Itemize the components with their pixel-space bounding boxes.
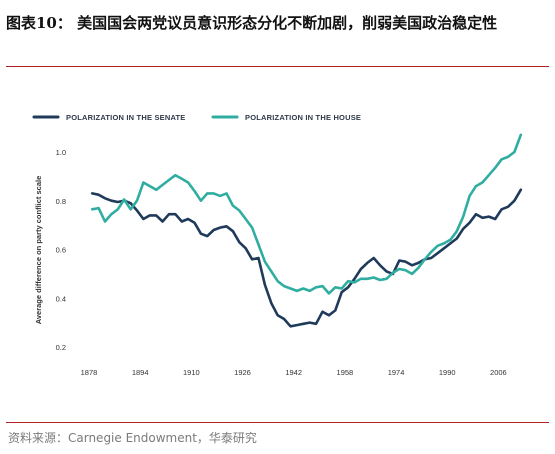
series-lines [90, 133, 523, 328]
source-note: 资料来源：Carnegie Endowment，华泰研究 [8, 431, 257, 445]
y-axis-ticks: 0.2 0.4 0.6 0.8 1.0 [56, 148, 66, 352]
x-tick-label: 1990 [439, 368, 456, 377]
x-tick-label: 1878 [81, 368, 98, 377]
y-axis-label-group: Average difference on party conflict sca… [34, 176, 43, 325]
y-tick-label: 0.4 [56, 294, 66, 303]
senate-series-line [90, 188, 523, 328]
y-axis-label: Average difference on party conflict sca… [34, 176, 43, 325]
x-axis-ticks: 1878 1894 1910 1926 1942 1958 1974 1990 2006 [81, 368, 507, 377]
legend-label: POLARIZATION IN THE HOUSE [245, 113, 361, 122]
x-tick-label: 1910 [183, 368, 200, 377]
legend-label: POLARIZATION IN THE SENATE [66, 113, 186, 122]
house-series-line [90, 133, 523, 295]
x-tick-label: 1942 [285, 368, 302, 377]
y-tick-label: 0.2 [56, 343, 66, 352]
top-divider [6, 66, 549, 67]
x-tick-label: 1926 [234, 368, 251, 377]
y-tick-label: 1.0 [56, 148, 66, 157]
bottom-divider [6, 422, 549, 423]
x-tick-label: 1894 [132, 368, 149, 377]
figure-title: 图表10： 美国国会两党议员意识形态分化不断加剧，削弱美国政治稳定性 [6, 14, 498, 32]
x-tick-label: 1974 [388, 368, 405, 377]
y-tick-label: 0.8 [56, 197, 66, 206]
chart-legend: POLARIZATION IN THE SENATE POLARIZATION I… [32, 113, 361, 122]
y-tick-label: 0.6 [56, 246, 66, 255]
x-tick-label: 1958 [337, 368, 354, 377]
x-tick-label: 2006 [490, 368, 507, 377]
